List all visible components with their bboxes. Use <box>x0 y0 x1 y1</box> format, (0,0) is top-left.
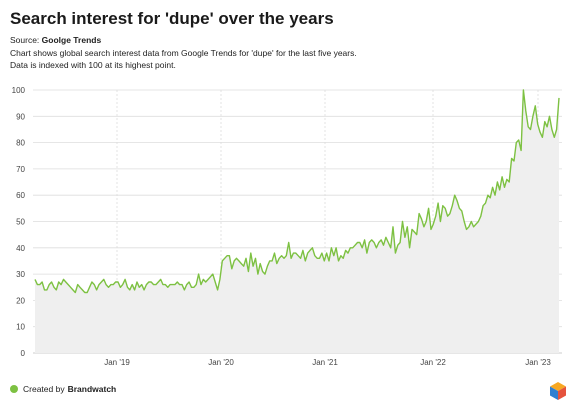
footer-dot-icon <box>10 385 18 393</box>
y-tick-label: 30 <box>16 270 25 279</box>
chart-title: Search interest for 'dupe' over the year… <box>10 9 334 28</box>
y-tick-label: 0 <box>21 349 26 358</box>
footer-text: Created by <box>23 384 65 394</box>
y-tick-label: 60 <box>16 191 25 200</box>
x-tick-label: Jan '22 <box>420 358 446 367</box>
description-line-2: Data is indexed with 100 at its highest … <box>10 60 176 70</box>
y-tick-label: 40 <box>16 244 25 253</box>
footer-brand: Brandwatch <box>67 384 117 394</box>
x-tick-label: Jan '20 <box>208 358 234 367</box>
x-tick-label: Jan '21 <box>312 358 338 367</box>
source-name: Goolge Trends <box>41 35 102 45</box>
series-line <box>34 89 560 294</box>
chart-source: Source: Goolge Trends <box>10 35 101 45</box>
area-fill <box>35 90 559 353</box>
description-line-1: Chart shows global search interest data … <box>10 48 357 58</box>
y-tick-label: 70 <box>16 165 25 174</box>
brandwatch-logo-icon <box>550 382 566 400</box>
x-tick-label: Jan '19 <box>104 358 130 367</box>
y-tick-label: 90 <box>16 112 25 121</box>
x-tick-label: Jan '23 <box>525 358 551 367</box>
y-tick-label: 80 <box>16 139 25 148</box>
y-tick-label: 100 <box>12 86 26 95</box>
y-tick-label: 50 <box>16 218 25 227</box>
chart-description: Chart shows global search interest data … <box>10 47 550 71</box>
footer: Created by Brandwatch <box>10 384 116 394</box>
y-tick-label: 10 <box>16 323 25 332</box>
y-tick-label: 20 <box>16 296 25 305</box>
y-axis: 0 10 20 30 40 50 60 70 80 90 100 <box>12 86 26 358</box>
source-label: Source: <box>10 35 40 45</box>
x-axis: Jan '19 Jan '20 Jan '21 Jan '22 Jan '23 <box>104 358 551 367</box>
